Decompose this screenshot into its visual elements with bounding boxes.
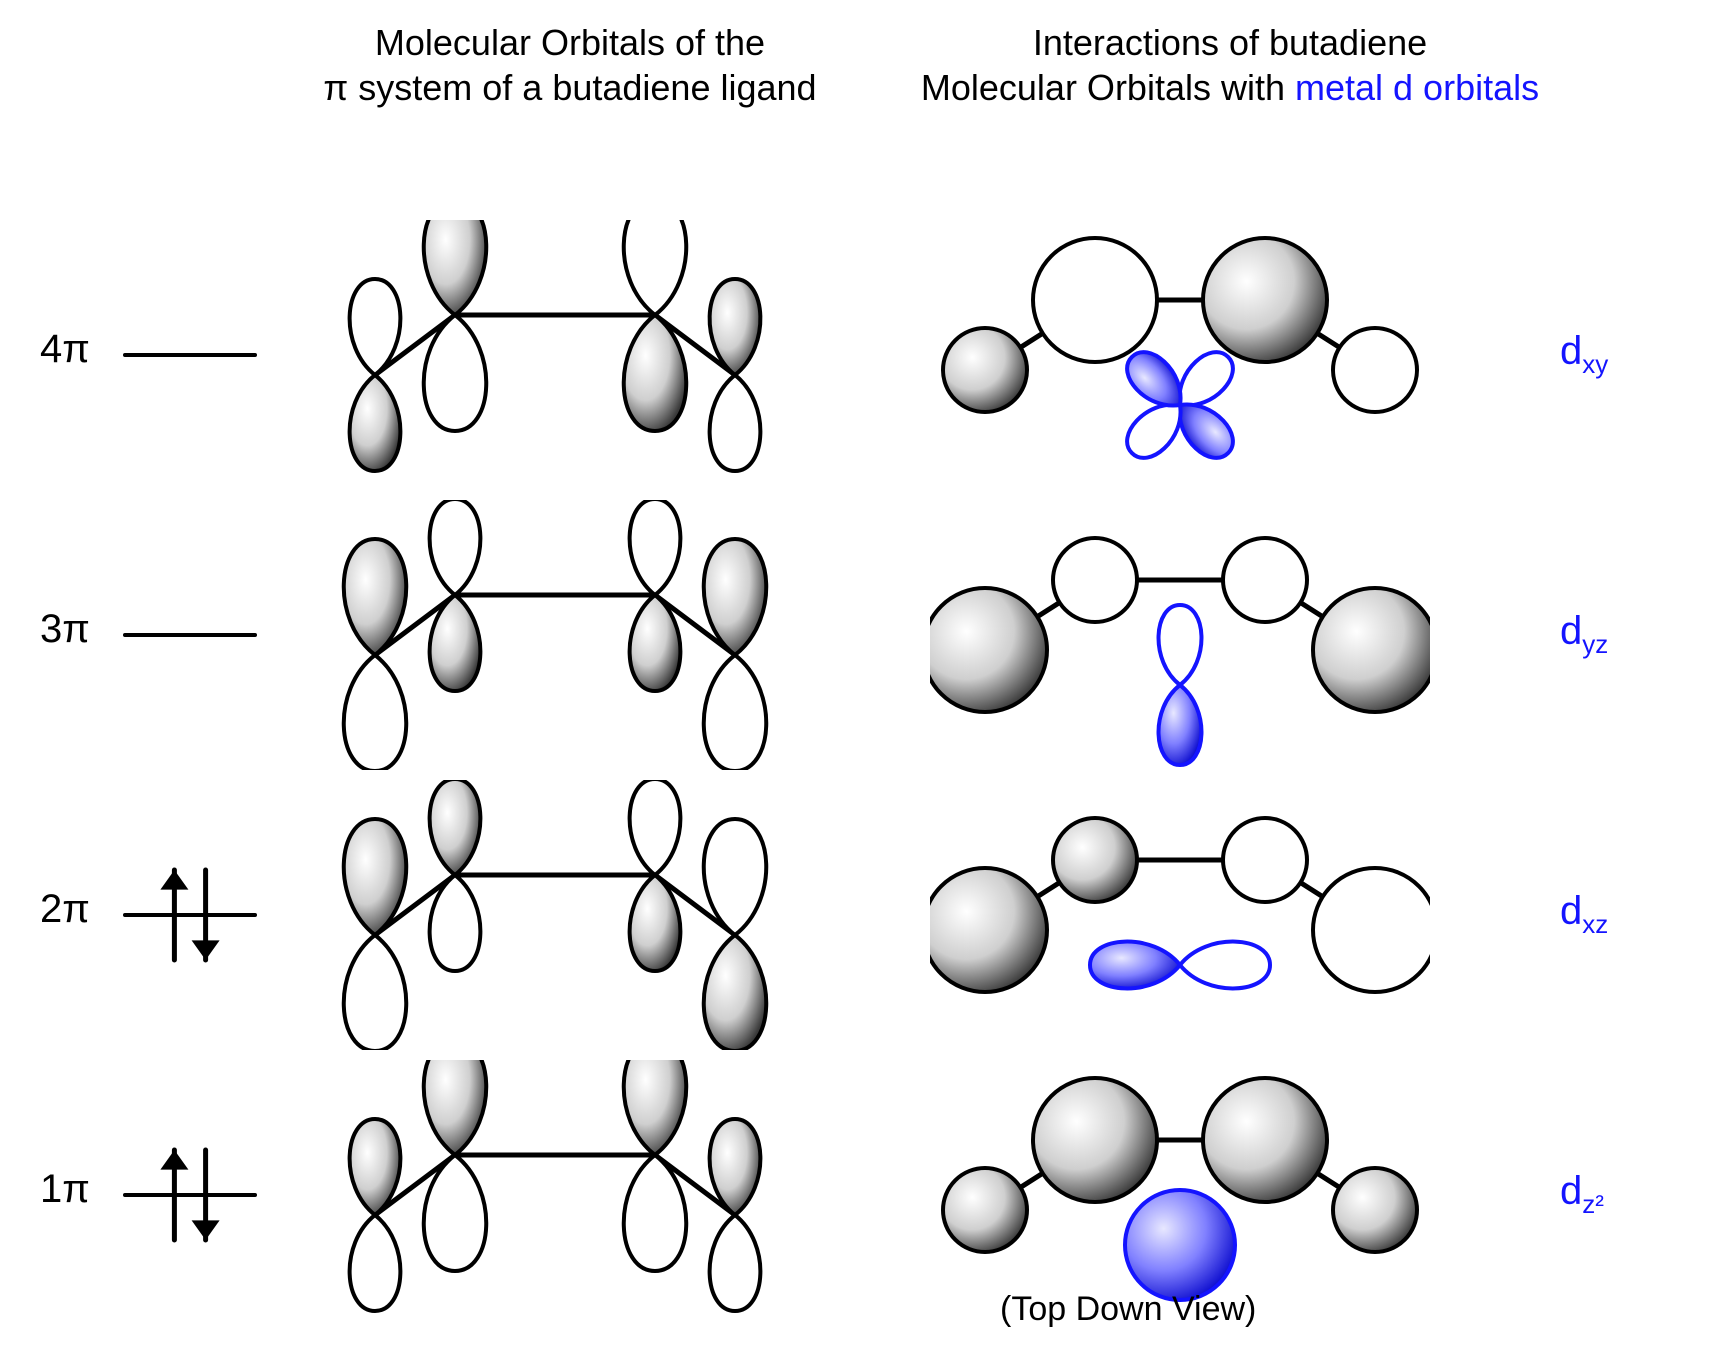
title-right-line1: Interactions of butadiene bbox=[1033, 22, 1427, 63]
energy-level-line bbox=[115, 285, 295, 425]
energy-level-line bbox=[115, 845, 295, 985]
butadiene-mo bbox=[340, 220, 770, 490]
diagram-stage: Molecular Orbitals of the π system of a … bbox=[0, 0, 1719, 1348]
d-orbital-label: dyz bbox=[1560, 609, 1608, 660]
metal-interaction bbox=[930, 500, 1430, 770]
butadiene-mo bbox=[340, 1060, 770, 1330]
title-left-line2: π system of a butadiene ligand bbox=[323, 67, 816, 108]
metal-interaction bbox=[930, 220, 1430, 490]
energy-level-label: 4π bbox=[40, 327, 90, 372]
d-orbital-label: dz² bbox=[1560, 1169, 1604, 1220]
energy-level-label: 2π bbox=[40, 887, 90, 932]
d-orbital-label: dxz bbox=[1560, 889, 1608, 940]
energy-level-label: 1π bbox=[40, 1167, 90, 1212]
d-orbital-label: dxy bbox=[1560, 329, 1608, 380]
butadiene-mo bbox=[340, 500, 770, 770]
title-right: Interactions of butadiene Molecular Orbi… bbox=[800, 20, 1660, 110]
title-left-line1: Molecular Orbitals of the bbox=[375, 22, 765, 63]
metal-interaction bbox=[930, 780, 1430, 1050]
energy-level-line bbox=[115, 565, 295, 705]
title-right-line2b: metal d orbitals bbox=[1295, 67, 1539, 108]
energy-level-line bbox=[115, 1125, 295, 1265]
butadiene-mo bbox=[340, 780, 770, 1050]
footer-caption: (Top Down View) bbox=[1000, 1290, 1256, 1329]
energy-level-label: 3π bbox=[40, 607, 90, 652]
title-right-line2a: Molecular Orbitals with bbox=[921, 67, 1295, 108]
